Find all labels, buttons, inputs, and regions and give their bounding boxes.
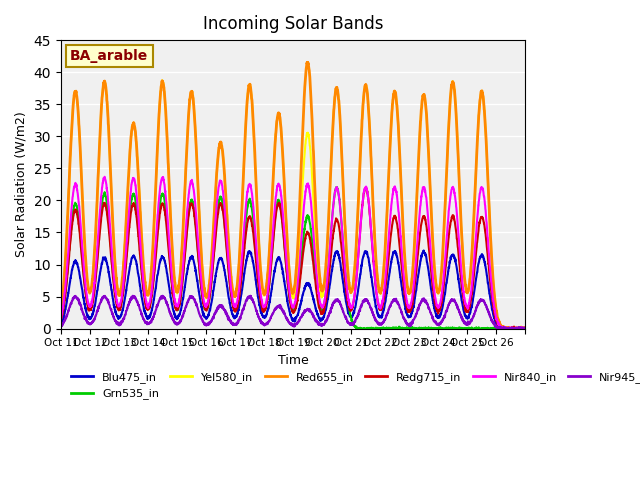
Yel580_in xyxy=(499,326,507,332)
Nir840_in xyxy=(321,300,328,306)
Nir840_in xyxy=(515,325,523,331)
Grn535_in xyxy=(353,326,361,332)
Nir945_in xyxy=(521,325,529,331)
Red655_in xyxy=(502,326,510,332)
Yel580_in xyxy=(321,282,328,288)
Red655_in xyxy=(521,325,529,331)
Redg715_in xyxy=(104,213,111,218)
X-axis label: Time: Time xyxy=(278,354,308,367)
Red655_in xyxy=(321,280,328,286)
Red655_in xyxy=(104,102,111,108)
Red655_in xyxy=(433,282,440,288)
Nir945_in xyxy=(104,297,111,302)
Line: Nir840_in: Nir840_in xyxy=(61,177,525,329)
Text: BA_arable: BA_arable xyxy=(70,49,148,63)
Blu475_in xyxy=(57,320,65,326)
Nir840_in xyxy=(458,281,466,287)
Grn535_in xyxy=(320,301,328,307)
Grn535_in xyxy=(57,315,65,321)
Nir840_in xyxy=(433,300,440,305)
Red655_in xyxy=(458,245,466,251)
Redg715_in xyxy=(362,185,370,191)
Redg715_in xyxy=(57,316,65,322)
Nir945_in xyxy=(458,315,466,321)
Redg715_in xyxy=(320,308,328,313)
Redg715_in xyxy=(499,326,507,332)
Redg715_in xyxy=(433,306,440,312)
Grn535_in xyxy=(459,326,467,332)
Blu475_in xyxy=(420,248,428,253)
Y-axis label: Solar Radiation (W/m2): Solar Radiation (W/m2) xyxy=(15,111,28,257)
Title: Incoming Solar Bands: Incoming Solar Bands xyxy=(203,15,383,33)
Yel580_in xyxy=(204,292,211,298)
Blu475_in xyxy=(104,262,111,268)
Nir840_in xyxy=(204,300,211,306)
Blu475_in xyxy=(521,325,529,331)
Nir840_in xyxy=(499,326,507,332)
Nir840_in xyxy=(101,174,109,180)
Nir840_in xyxy=(57,314,65,320)
Yel580_in xyxy=(159,77,166,83)
Grn535_in xyxy=(104,204,111,210)
Nir945_in xyxy=(321,322,328,327)
Blu475_in xyxy=(320,313,328,319)
Nir945_in xyxy=(496,326,504,332)
Grn535_in xyxy=(515,326,523,332)
Red655_in xyxy=(515,326,523,332)
Nir945_in xyxy=(204,322,211,327)
Line: Yel580_in: Yel580_in xyxy=(61,80,525,329)
Red655_in xyxy=(304,60,312,65)
Yel580_in xyxy=(458,246,466,252)
Red655_in xyxy=(57,308,65,314)
Redg715_in xyxy=(521,326,529,332)
Legend: Blu475_in, Grn535_in, Yel580_in, Red655_in, Redg715_in, Nir840_in, Nir945_in: Blu475_in, Grn535_in, Yel580_in, Red655_… xyxy=(67,368,640,404)
Grn535_in xyxy=(433,326,440,332)
Grn535_in xyxy=(521,325,529,331)
Line: Blu475_in: Blu475_in xyxy=(61,251,525,329)
Yel580_in xyxy=(57,307,65,313)
Blu475_in xyxy=(515,326,523,332)
Blu475_in xyxy=(204,314,211,320)
Red655_in xyxy=(204,294,211,300)
Yel580_in xyxy=(104,101,111,107)
Line: Redg715_in: Redg715_in xyxy=(61,188,525,329)
Line: Grn535_in: Grn535_in xyxy=(61,187,525,329)
Yel580_in xyxy=(521,325,529,331)
Nir840_in xyxy=(104,190,111,196)
Blu475_in xyxy=(433,312,440,317)
Yel580_in xyxy=(433,283,440,288)
Grn535_in xyxy=(333,184,340,190)
Yel580_in xyxy=(515,325,523,331)
Nir945_in xyxy=(433,321,440,327)
Nir945_in xyxy=(515,326,523,332)
Line: Red655_in: Red655_in xyxy=(61,62,525,329)
Blu475_in xyxy=(497,326,505,332)
Nir945_in xyxy=(246,293,254,299)
Redg715_in xyxy=(515,326,523,332)
Nir840_in xyxy=(521,325,529,331)
Line: Nir945_in: Nir945_in xyxy=(61,296,525,329)
Grn535_in xyxy=(204,304,211,310)
Redg715_in xyxy=(458,289,466,295)
Redg715_in xyxy=(204,304,211,310)
Blu475_in xyxy=(458,301,466,307)
Nir945_in xyxy=(57,322,65,328)
